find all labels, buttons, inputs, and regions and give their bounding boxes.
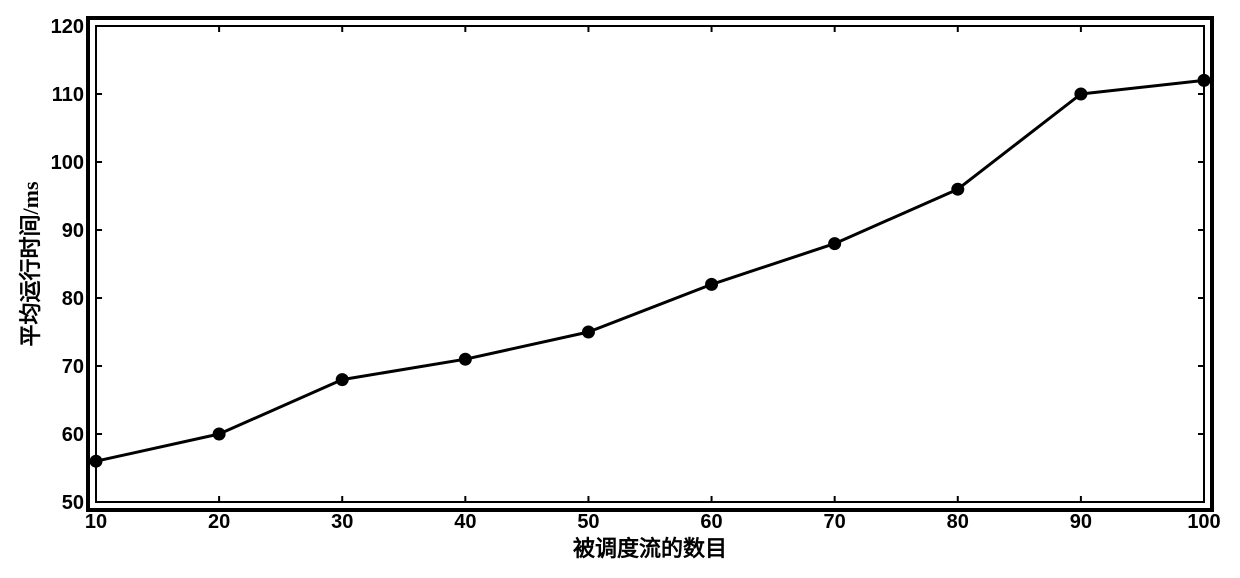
svg-text:40: 40 xyxy=(454,511,476,533)
svg-text:30: 30 xyxy=(331,511,353,533)
svg-text:80: 80 xyxy=(947,511,969,533)
svg-text:100: 100 xyxy=(1187,511,1220,533)
svg-text:50: 50 xyxy=(577,511,599,533)
svg-text:90: 90 xyxy=(1070,511,1092,533)
chart-svg: 10 20 30 40 50 60 70 80 90 100 50 60 70 80 90 100 110 120… xyxy=(0,0,1240,578)
line-chart: 10 20 30 40 50 60 70 80 90 100 50 60 70 80 90 100 110 120… xyxy=(0,0,1240,578)
svg-text:100: 100 xyxy=(51,152,84,174)
svg-text:70: 70 xyxy=(62,356,84,378)
svg-text:70: 70 xyxy=(824,511,846,533)
svg-text:60: 60 xyxy=(700,511,722,533)
svg-text:被调度流的数目: 被调度流的数目 xyxy=(573,536,727,561)
svg-text:90: 90 xyxy=(62,220,84,242)
svg-text:80: 80 xyxy=(62,288,84,310)
svg-text:50: 50 xyxy=(62,492,84,514)
svg-text:10: 10 xyxy=(85,511,107,533)
svg-text:120: 120 xyxy=(51,16,84,38)
svg-text:60: 60 xyxy=(62,424,84,446)
svg-text:20: 20 xyxy=(208,511,230,533)
svg-text:110: 110 xyxy=(52,84,84,106)
svg-text:平均运行时间/ms: 平均运行时间/ms xyxy=(18,181,43,346)
